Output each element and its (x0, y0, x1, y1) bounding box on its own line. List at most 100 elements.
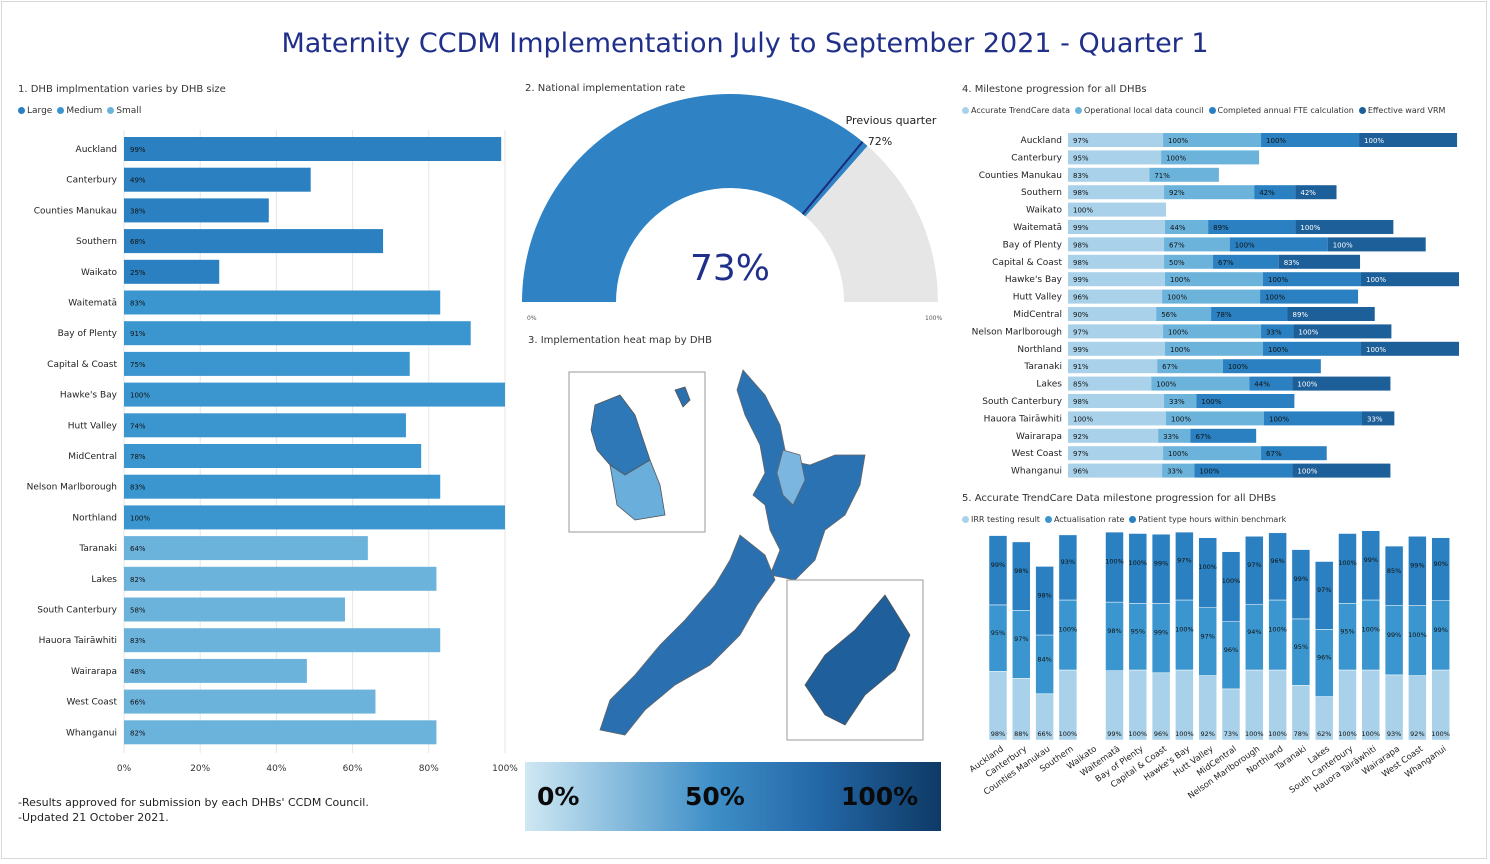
legend-label: Completed annual FTE calculation (1217, 106, 1354, 115)
x-tick-label: 20% (190, 764, 210, 774)
category-label: Capital & Coast (992, 258, 1062, 268)
segment-label: 33% (1163, 433, 1179, 441)
segment-label: 95% (1340, 627, 1354, 635)
stacked-segment (1208, 220, 1296, 234)
bar (124, 382, 505, 407)
stacked-column-segment (1012, 610, 1031, 679)
stacked-segment (1263, 272, 1362, 287)
segment-label: 42% (1259, 189, 1275, 197)
segment-label: 100% (1170, 346, 1190, 354)
stacked-segment (1068, 428, 1159, 443)
value-label: 82% (130, 729, 146, 737)
stacked-segment (1278, 254, 1361, 269)
segment-label: 90% (1433, 560, 1447, 568)
stacked-column-segment (1198, 607, 1217, 676)
category-label: Taranaki (78, 544, 117, 554)
legend-item: Patient type hours within benchmark (1129, 515, 1286, 524)
segment-label: 97% (1177, 557, 1191, 565)
stacked-segment (1068, 133, 1164, 147)
page-title: Maternity CCDM Implementation July to Se… (281, 28, 1209, 59)
category-label: Counties Manukau (34, 206, 117, 216)
stacked-segment (1068, 185, 1165, 200)
segment-label: 100% (1168, 137, 1188, 145)
segment-label: 97% (1247, 561, 1261, 569)
segment-label: 92% (1073, 433, 1089, 441)
bar (124, 474, 441, 499)
segment-label: 33% (1367, 415, 1383, 423)
bar (124, 259, 220, 284)
stacked-segment (1264, 411, 1362, 426)
stacked-column-segment (1431, 600, 1450, 671)
segment-label: 100% (1166, 154, 1186, 162)
segment-label: 100% (1198, 563, 1217, 571)
stacked-segment (1295, 220, 1394, 234)
stacked-column-segment (1058, 599, 1078, 671)
segment-label: 78% (1216, 311, 1232, 319)
stacked-segment (1249, 376, 1293, 391)
segment-label: 100% (1362, 626, 1381, 634)
segment-label: 99% (1433, 626, 1447, 634)
bar (124, 658, 307, 683)
stacked-segment (1068, 272, 1166, 287)
value-label: 100% (130, 392, 150, 400)
bar (124, 198, 269, 223)
legend-swatch (962, 516, 969, 523)
segment-label: 78% (1294, 730, 1308, 738)
category-label: Bay of Plenty (58, 329, 118, 339)
segment-label: 99% (1410, 561, 1424, 569)
stacked-segment (1068, 307, 1157, 321)
legend-label: IRR testing result (971, 515, 1040, 524)
stacked-segment (1068, 254, 1165, 269)
legend-swatch (57, 107, 65, 114)
value-label: 78% (130, 453, 146, 461)
stacked-column-segment (1035, 634, 1054, 695)
segment-label: 100% (1269, 415, 1289, 423)
stacked-segment (1163, 446, 1262, 461)
stacked-segment (1068, 394, 1165, 408)
stacked-segment (1222, 359, 1321, 374)
stacked-segment (1359, 133, 1458, 147)
stacked-column-segment (1151, 603, 1171, 674)
segment-label: 62% (1317, 730, 1331, 738)
stacked-column-segment (1361, 530, 1381, 601)
stacked-column-segment (988, 535, 1008, 606)
category-label: Nelson Marlborough (27, 483, 117, 493)
stacked-segment (1068, 237, 1165, 252)
category-label: Hawke's Bay (1005, 275, 1063, 285)
segment-label: 98% (1073, 398, 1089, 406)
legend-swatch (1208, 107, 1216, 114)
stacked-column-segment (988, 604, 1008, 672)
category-label: Hauora Tairāwhiti (39, 636, 117, 646)
segment-label: 100% (1366, 276, 1386, 284)
legend-label: Patient type hours within benchmark (1138, 515, 1287, 524)
category-label: Canterbury (66, 176, 117, 186)
segment-label: 100% (1362, 730, 1381, 738)
stacked-segment (1164, 237, 1230, 252)
segment-label: 100% (1105, 558, 1124, 566)
stacked-segment (1261, 446, 1327, 461)
stacked-segment (1156, 307, 1212, 321)
category-label: Wairarapa (71, 667, 117, 677)
scale-label-100: 100% (841, 782, 919, 811)
previous-quarter-value: 72% (868, 135, 892, 148)
segment-label: 98% (1037, 591, 1051, 599)
stacked-segment (1161, 150, 1260, 165)
segment-label: 100% (1171, 415, 1191, 423)
bar (124, 321, 471, 346)
segment-label: 100% (1235, 241, 1255, 249)
segment-label: 100% (1199, 468, 1219, 476)
value-label: 100% (130, 514, 150, 522)
segment-label: 96% (1073, 294, 1089, 302)
category-label: Lakes (1036, 380, 1062, 390)
stacked-segment (1327, 237, 1426, 252)
segment-label: 83% (1284, 259, 1300, 267)
gauge-remaining-arc (805, 145, 938, 302)
bar (124, 566, 437, 591)
nz-heat-map (568, 369, 924, 741)
segment-label: 33% (1266, 328, 1282, 336)
stacked-column-segment (1408, 536, 1427, 606)
segment-label: 100% (1073, 415, 1093, 423)
stacked-column-segment (1012, 541, 1031, 611)
stacked-segment (1260, 289, 1359, 304)
bar (124, 413, 406, 438)
